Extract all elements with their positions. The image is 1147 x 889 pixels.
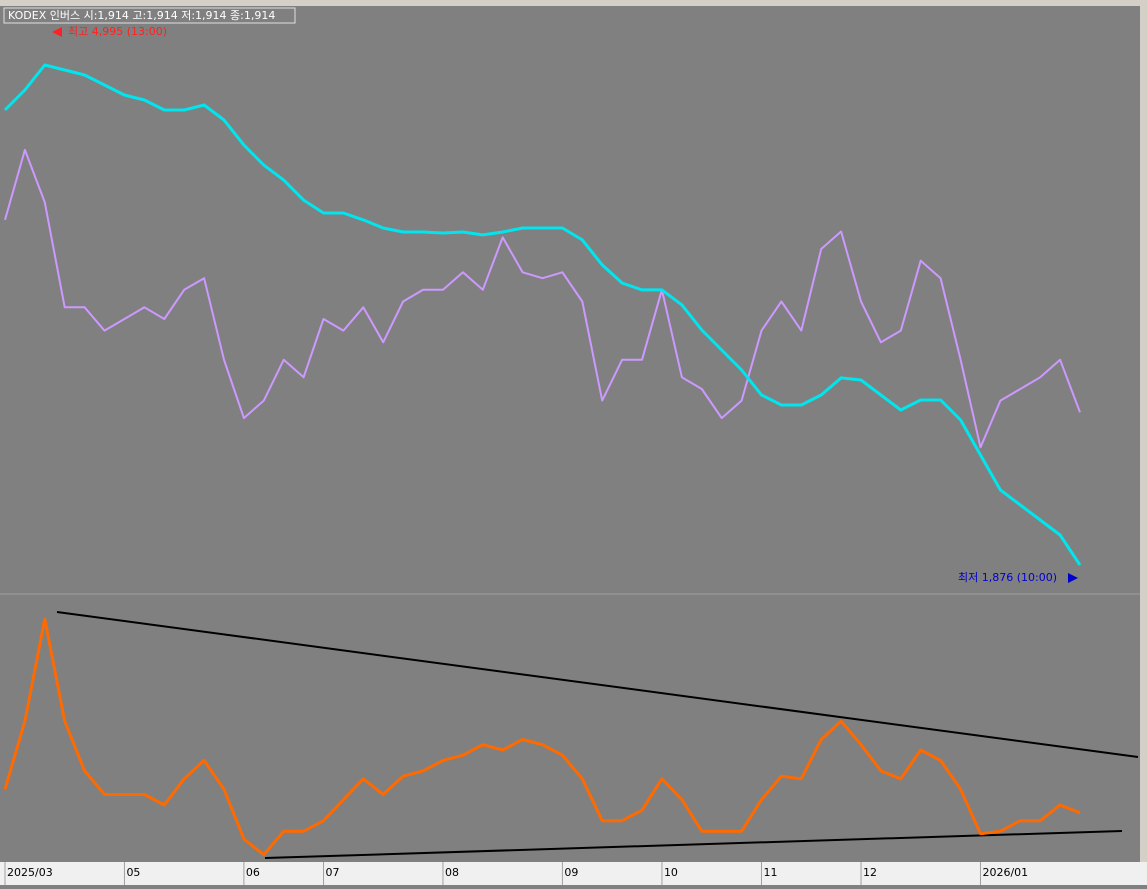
chart-title: KODEX 인버스 시:1,914 고:1,914 저:1,914 종:1,91…	[8, 9, 275, 22]
min-annotation: 최저 1,876 (10:00)	[958, 571, 1057, 584]
x-tick-label: 2026/01	[982, 866, 1028, 879]
x-tick-label: 08	[445, 866, 459, 879]
x-tick-label: 07	[326, 866, 340, 879]
volume-line	[4, 148, 1081, 449]
max-annotation: 최고 4,995 (13:00)	[68, 25, 167, 38]
x-tick-label: 10	[664, 866, 678, 879]
series-line	[3, 63, 1082, 566]
x-tick-label: 05	[126, 866, 140, 879]
x-tick-label: 06	[246, 866, 260, 879]
max-arrow	[52, 27, 62, 37]
x-axis-bar	[0, 862, 1147, 885]
min-arrow	[1068, 573, 1078, 583]
trendline-upper	[56, 611, 1139, 758]
x-tick-label: 12	[863, 866, 877, 879]
toolbar-strip	[0, 0, 1147, 6]
trendline-lower	[264, 830, 1123, 859]
x-tick-label: 11	[763, 866, 777, 879]
x-tick-label: 09	[564, 866, 578, 879]
title-box	[3, 7, 296, 24]
right-edge	[1140, 6, 1147, 862]
x-tick-label: 2025/03	[7, 866, 53, 879]
series-line	[3, 617, 1081, 857]
